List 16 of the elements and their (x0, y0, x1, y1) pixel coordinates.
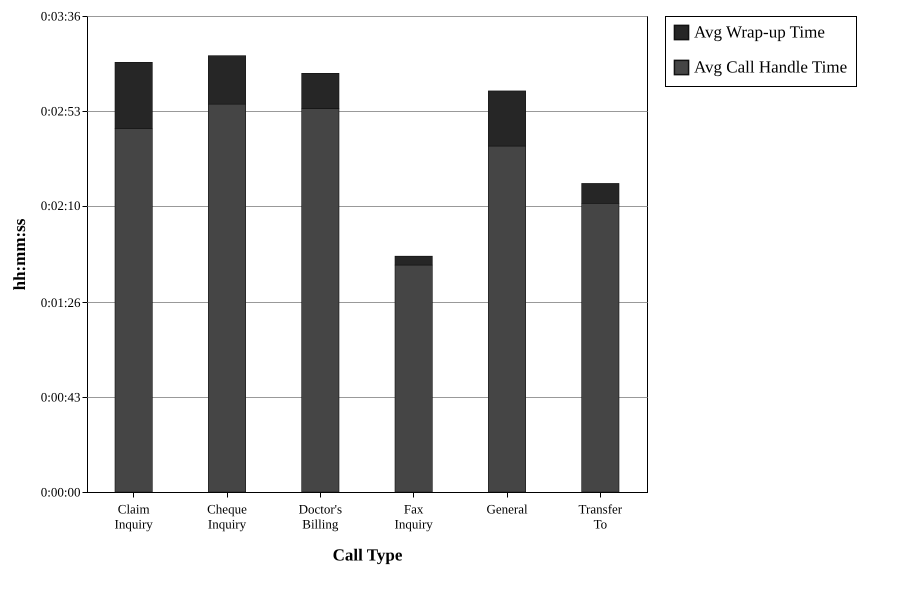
x-tick-label: Transfer To (578, 502, 623, 532)
y-tick-label: 0:01:26 (40, 294, 81, 310)
x-tick-label: General (486, 502, 528, 516)
y-tick-label: 0:00:43 (40, 390, 80, 405)
y-tick-label: 0:02:53 (40, 103, 80, 118)
y-tick-label: 0:03:36 (40, 8, 81, 24)
x-tick-label: Cheque Inquiry (207, 502, 248, 532)
y-tick-label: 0:00:00 (40, 484, 80, 500)
x-tick-label: Claim Inquiry (114, 502, 154, 532)
x-tick-label: Fax Inquiry (394, 502, 434, 532)
x-tick-label: Doctor's Billing (298, 502, 342, 532)
legend-label: Avg Wrap-up Time (694, 22, 825, 42)
y-axis-title: hh:mm:ss (10, 218, 29, 290)
y-tick-label: 0:02:10 (40, 198, 80, 214)
x-axis-title: Call Type (332, 546, 403, 564)
legend-label: Avg Call Handle Time (694, 58, 848, 76)
